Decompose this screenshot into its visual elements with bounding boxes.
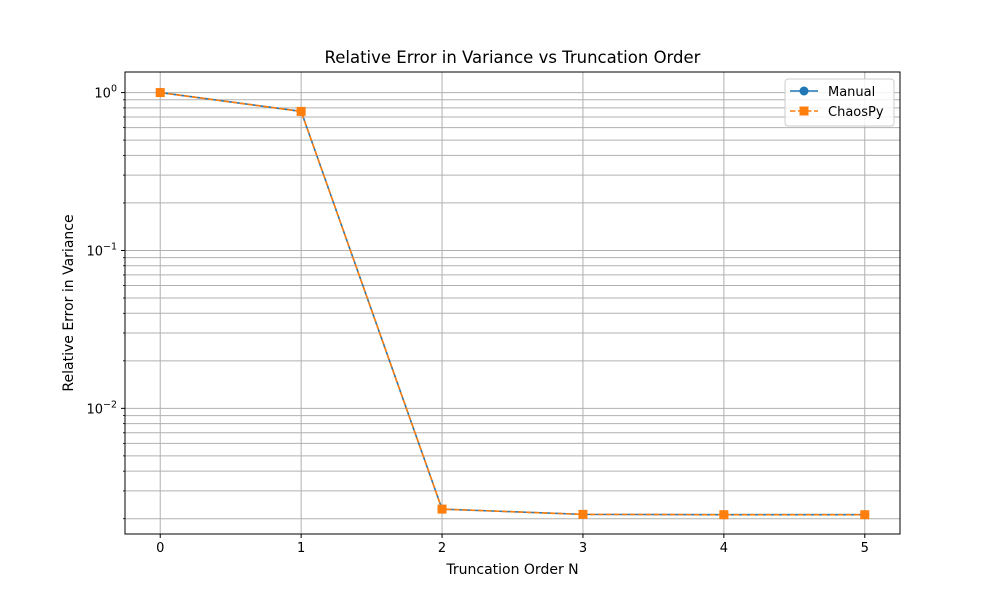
data-point <box>860 510 870 520</box>
series-line-1 <box>160 91 865 516</box>
x-tick-label: 0 <box>156 541 164 556</box>
x-tick-label: 4 <box>720 541 728 556</box>
legend: Manual ChaosPy <box>784 78 895 127</box>
data-point <box>437 504 447 514</box>
legend-label-0: Manual <box>828 85 875 100</box>
data-point <box>719 510 729 520</box>
y-axis-label: Relative Error in Variance <box>61 214 77 391</box>
y-tick-label: 100 <box>94 84 117 102</box>
x-tick-label: 1 <box>297 541 305 556</box>
legend-marker-0 <box>799 86 809 96</box>
legend-marker-1 <box>799 106 809 116</box>
data-point <box>296 106 306 116</box>
plot-frame <box>124 71 901 535</box>
x-tick-label: 5 <box>861 541 869 556</box>
legend-label-1: ChaosPy <box>828 105 884 120</box>
series-layer <box>155 88 870 520</box>
y-tick-label: 10−2 <box>86 399 117 417</box>
axis-ticks: 0 1 2 3 4 5 100 10−1 10−2 <box>86 84 868 556</box>
x-tick-label: 2 <box>438 541 446 556</box>
data-point <box>578 509 588 519</box>
y-tick-label: 10−1 <box>86 241 117 259</box>
grid-lines <box>125 72 900 534</box>
data-point <box>155 88 165 98</box>
chart-title: Relative Error in Variance vs Truncation… <box>325 48 701 67</box>
x-axis-label: Truncation Order N <box>445 562 578 578</box>
x-tick-label: 3 <box>579 541 587 556</box>
